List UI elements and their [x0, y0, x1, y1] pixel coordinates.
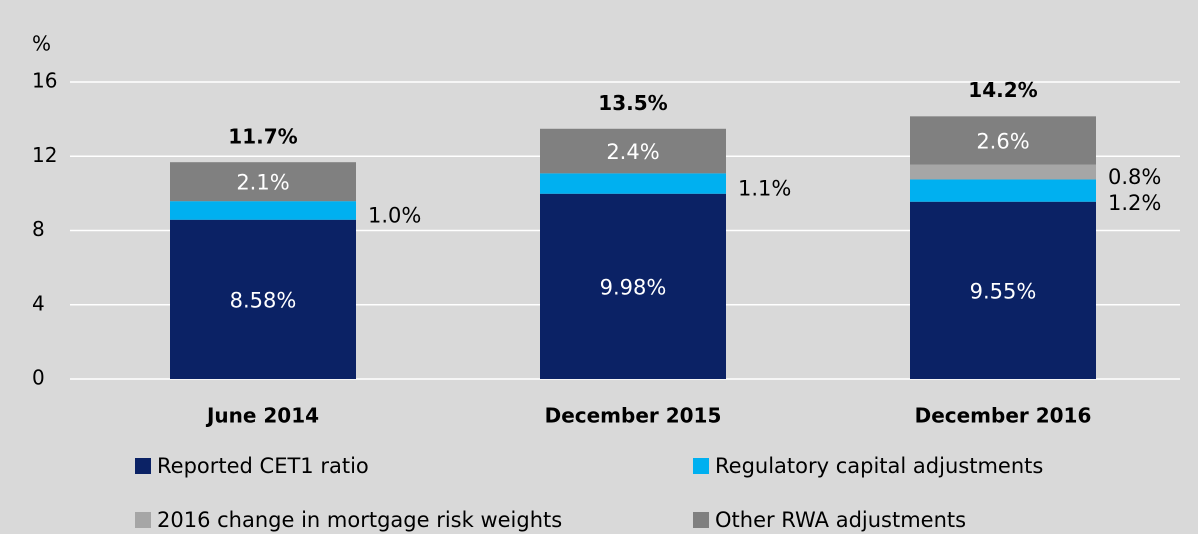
legend-swatch: [135, 458, 151, 474]
total-label: 11.7%: [228, 124, 297, 148]
value-label: 9.98%: [600, 275, 667, 299]
legend-label: Reported CET1 ratio: [157, 454, 369, 478]
value-label: 2.1%: [236, 171, 289, 195]
y-tick-label: 4: [32, 291, 45, 315]
y-tick-label: 16: [32, 69, 57, 93]
y-axis-label: %: [32, 32, 51, 56]
total-label: 13.5%: [598, 91, 667, 115]
bar-segment: [540, 173, 726, 194]
value-label: 0.8%: [1108, 165, 1161, 189]
bar-segment: [910, 116, 1096, 165]
bar-segment: [170, 219, 356, 379]
value-label: 8.58%: [230, 288, 297, 312]
legend-swatch: [693, 512, 709, 528]
y-tick-label: 12: [32, 143, 57, 167]
bar-segment: [910, 164, 1096, 180]
x-tick-label: December 2015: [545, 404, 722, 428]
bar-segment: [910, 179, 1096, 202]
value-label: 2.4%: [606, 140, 659, 164]
value-label: 1.1%: [738, 177, 791, 201]
legend-swatch: [135, 512, 151, 528]
value-label: 2.6%: [976, 129, 1029, 153]
legend-label: 2016 change in mortgage risk weights: [157, 508, 562, 532]
y-tick-label: 0: [32, 366, 45, 390]
bar-segment: [170, 162, 356, 202]
y-tick-label: 8: [32, 217, 45, 241]
legend-label: Regulatory capital adjustments: [715, 454, 1043, 478]
x-tick-label: December 2016: [915, 404, 1092, 428]
bar-segment: [540, 128, 726, 174]
value-label: 1.2%: [1108, 191, 1161, 215]
legend-swatch: [693, 458, 709, 474]
legend-label: Other RWA adjustments: [715, 508, 966, 532]
total-label: 14.2%: [968, 78, 1037, 102]
bar-segment: [170, 201, 356, 220]
bar-segment: [540, 193, 726, 379]
value-label: 9.55%: [970, 279, 1037, 303]
value-label: 1.0%: [368, 203, 421, 227]
bar-segment: [910, 201, 1096, 379]
x-tick-label: June 2014: [205, 404, 319, 428]
